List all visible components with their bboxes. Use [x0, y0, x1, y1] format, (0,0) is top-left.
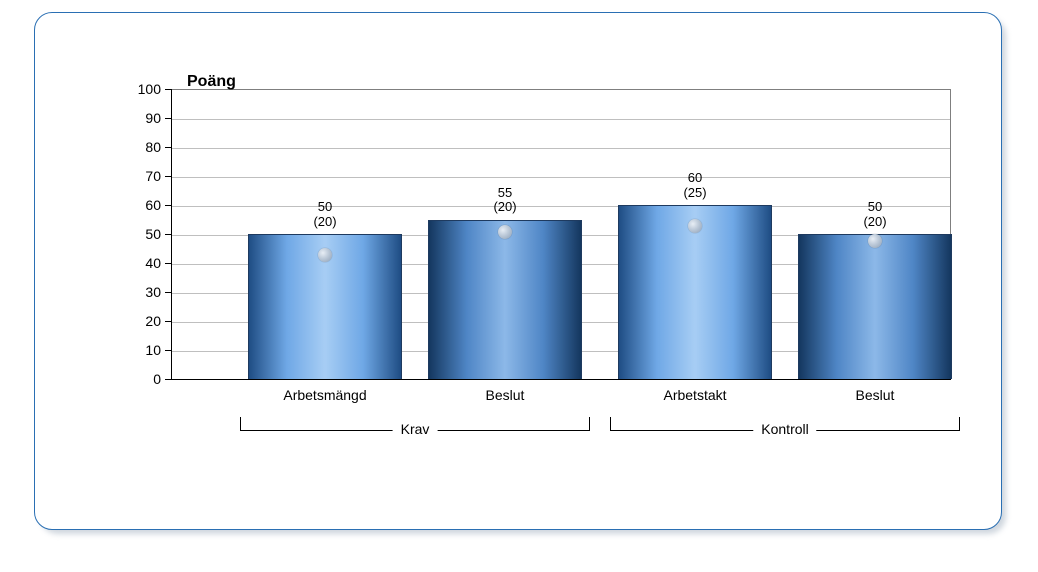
group-brackets: Krav Kontroll [171, 417, 951, 447]
value-label: 50(20) [295, 200, 355, 230]
gridline [171, 119, 950, 120]
gridline [171, 177, 950, 178]
value-label: 55(20) [475, 186, 535, 216]
group-label: Krav [393, 421, 438, 437]
category-labels: ArbetsmängdBeslutArbetstaktBeslut [171, 387, 951, 417]
y-tick [165, 147, 171, 148]
plot-area [171, 89, 951, 379]
y-tick [165, 263, 171, 264]
y-tick [165, 321, 171, 322]
value-label: 60(25) [665, 171, 725, 201]
category-label: Arbetstakt [615, 387, 775, 403]
y-tick-label: 40 [125, 255, 161, 271]
y-tick [165, 379, 171, 380]
y-tick-label: 10 [125, 342, 161, 358]
chart-panel: Poäng 0 10 20 30 40 50 60 70 80 90 100 Arbetsmängd… [34, 12, 1002, 530]
y-tick [165, 205, 171, 206]
y-tick-label: 100 [125, 81, 161, 97]
y-tick-label: 80 [125, 139, 161, 155]
y-tick-label: 90 [125, 110, 161, 126]
marker-dot [318, 248, 332, 262]
y-tick [165, 292, 171, 293]
x-axis-line [171, 379, 951, 380]
marker-dot [498, 225, 512, 239]
gridline [171, 206, 950, 207]
y-tick-label: 0 [125, 371, 161, 387]
y-axis-title: Poäng [187, 73, 236, 91]
y-tick [165, 118, 171, 119]
y-axis-line [171, 89, 172, 379]
chart-wrap: Poäng 0 10 20 30 40 50 60 70 80 90 100 Arbetsmängd… [0, 0, 1038, 572]
marker-dot [688, 219, 702, 233]
y-tick-label: 50 [125, 226, 161, 242]
bar [798, 234, 952, 379]
category-label: Beslut [795, 387, 955, 403]
y-tick [165, 176, 171, 177]
y-tick-label: 20 [125, 313, 161, 329]
y-tick-label: 30 [125, 284, 161, 300]
category-label: Arbetsmängd [245, 387, 405, 403]
category-label: Beslut [425, 387, 585, 403]
gridline [171, 148, 950, 149]
y-tick-label: 60 [125, 197, 161, 213]
y-tick-label: 70 [125, 168, 161, 184]
y-tick [165, 350, 171, 351]
group-label: Kontroll [753, 421, 816, 437]
marker-dot [868, 234, 882, 248]
y-tick [165, 89, 171, 90]
bar [428, 220, 582, 380]
y-tick [165, 234, 171, 235]
value-label: 50(20) [845, 200, 905, 230]
